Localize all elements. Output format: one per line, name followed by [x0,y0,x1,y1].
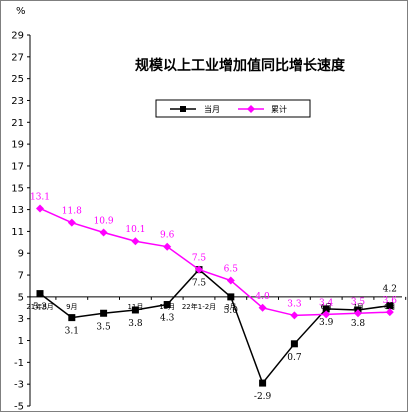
y-tick-label: 15 [11,183,24,194]
data-point [195,265,203,274]
data-point [36,204,44,213]
data-label: 3.4 [319,298,334,308]
data-point [131,306,139,314]
series-line-2 [39,207,390,317]
y-tick-label: -3 [14,380,24,391]
x-tick-label: 9月 [66,303,77,311]
legend-label-series-2: 累计 [271,104,287,114]
y-tick-label: 23 [11,96,24,107]
y-tick-label: 5 [18,292,24,303]
data-label: 9.6 [160,231,175,241]
legend-marker-series-1 [180,106,186,112]
legend-marker-series-2 [247,105,255,113]
data-point [100,309,108,317]
data-point [386,302,394,310]
data-label: 5.0 [224,306,239,316]
data-label: 11.8 [62,207,82,217]
series-layer: 5.3 3.1 3.5 3.8 4.3 7.5 5.0 -2.9 0.7 3.9 3.8 4.2 13.… [30,192,397,402]
data-label: 5.3 [33,303,48,313]
x-tick-label: 22年1-2月 [182,302,216,311]
data-label: 4.0 [255,292,270,302]
y-tick-label: 13 [11,205,24,216]
legend-box [155,99,311,118]
data-label: -2.9 [254,392,272,402]
data-point [163,242,172,251]
chart-title: 规模以上工业增加值同比增长速度 [135,57,346,74]
data-point [290,340,298,348]
data-point [385,308,394,317]
x-tick-label: 3月 [225,303,236,311]
data-point [163,301,171,309]
y-tick-label: 9 [18,249,24,260]
data-point [36,290,44,298]
data-point [99,228,108,237]
data-label: 3.1 [65,327,79,337]
data-point [67,218,76,227]
y-tick-label: 1 [18,336,24,347]
y-tick-label: 27 [11,52,24,63]
data-point [131,237,140,246]
data-label: 7.5 [192,254,207,264]
data-point [258,303,267,312]
y-axis: 29 27 25 23 21 19 17 15 13 11 9 7 5 3 1 -1 -3 -5 [11,31,31,412]
y-tick-label: -1 [14,358,24,369]
data-label: 7.5 [192,279,207,289]
data-point [227,293,235,301]
data-label: 6.5 [224,265,239,275]
y-tick-label: 21 [11,118,24,129]
data-point [68,314,76,322]
data-point [290,311,299,320]
data-point [259,379,267,387]
data-point [322,310,331,319]
y-tick-label: -5 [14,402,24,412]
data-label: 10.9 [94,217,114,227]
data-label: 3.8 [351,319,366,329]
data-point [354,309,362,318]
data-point [226,276,235,285]
y-tick-label: 7 [18,271,24,282]
y-tick-label: 25 [11,74,24,85]
x-tick-label: 21年8月 [26,302,53,311]
data-label: 0.7 [287,353,302,363]
y-tick-label: 17 [11,161,24,172]
data-label: 3.5 [351,297,366,307]
data-label: 3.6 [383,296,398,306]
legend-label-series-1: 当月 [204,104,220,114]
y-tick-label: 29 [11,31,24,42]
data-label: 3.3 [287,299,302,309]
legend: 当月 累计 [155,99,311,118]
data-point [322,305,330,313]
data-label: 4.2 [383,285,397,295]
data-label: 3.5 [96,322,111,332]
data-label: 13.1 [30,192,50,202]
series-line-1 [39,268,390,385]
data-label: 3.9 [319,318,334,328]
y-tick-label: 3 [18,314,24,325]
data-label: 4.3 [160,314,175,324]
data-label: 3.8 [128,319,143,329]
unit-label: % [16,6,26,17]
y-tick-label: 11 [11,227,24,238]
y-tick-label: 19 [11,140,24,151]
data-label: 10.1 [125,225,145,235]
